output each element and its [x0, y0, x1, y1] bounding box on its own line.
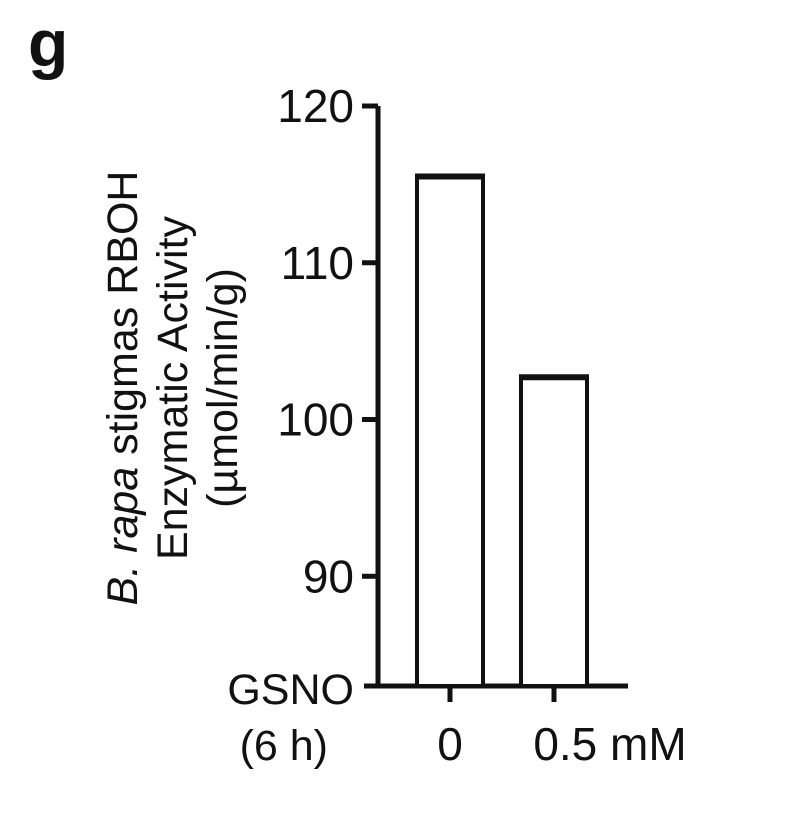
y-axis-title-italic: B. rapa [99, 467, 147, 606]
y-axis-title-line2: Enzymatic Activity [149, 215, 197, 560]
y-axis-title: B. rapa stigmas RBOH Enzymatic Activity … [99, 171, 247, 606]
y-axis-title-rest: stigmas RBOH [99, 171, 147, 467]
bar [519, 375, 589, 688]
bar [415, 174, 485, 689]
x-row-label-line2: (6 h) [240, 722, 328, 770]
y-ticks: 90 100 110 120 [277, 80, 378, 602]
panel-label: g [28, 6, 68, 80]
y-tick-label: 100 [277, 394, 354, 446]
x-tick-label: 0.5 mM [533, 718, 686, 770]
y-tick-label: 120 [277, 80, 354, 132]
y-tick-label: 110 [281, 237, 354, 289]
y-axis-title-line1: B. rapa stigmas RBOH [99, 171, 147, 606]
x-tick-label: 0 [437, 718, 463, 770]
x-row-label-line1: GSNO [227, 666, 354, 714]
y-tick-label: 90 [303, 550, 354, 602]
x-ticks: 0 0.5 mM [437, 686, 687, 770]
y-axis-title-line3: (µmol/min/g) [199, 268, 247, 508]
bars [415, 173, 589, 689]
